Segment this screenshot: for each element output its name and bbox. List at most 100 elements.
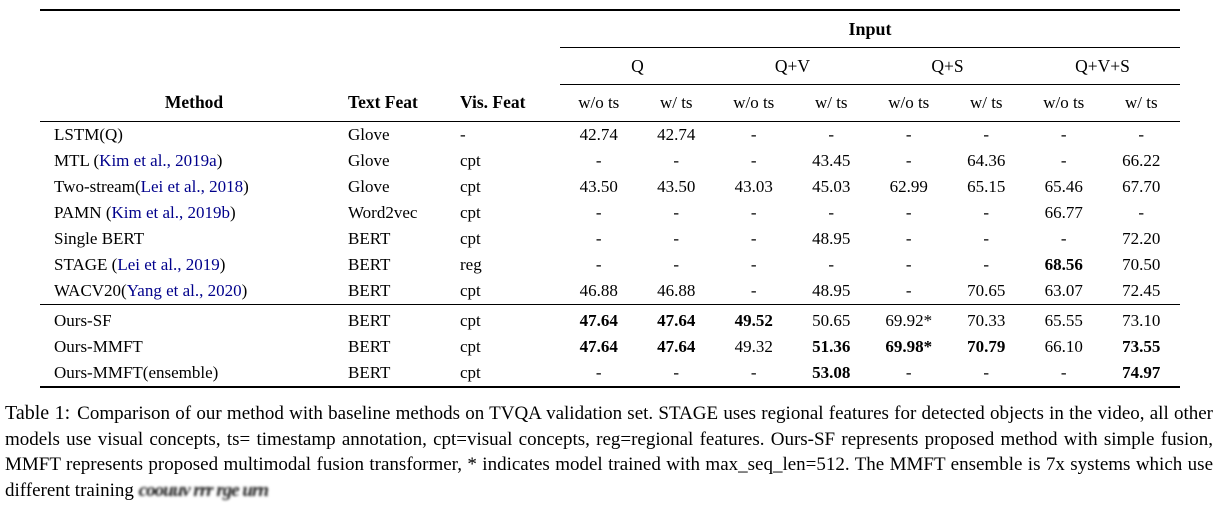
value-cell: 67.70 [1122, 177, 1161, 196]
method-cell: Ours-MMFT [54, 337, 143, 356]
caption-label: Table 1: [5, 402, 71, 424]
value-cell: - [673, 203, 680, 222]
value-cell: 51.36 [812, 337, 851, 356]
citation-link[interactable]: Kim et al., 2019a [99, 151, 217, 170]
value-cell: - [983, 203, 990, 222]
citation-link[interactable]: Kim et al., 2019b [111, 203, 230, 222]
value-cell: 72.20 [1122, 229, 1161, 248]
method-cell: Ours-MMFT(ensemble) [54, 363, 219, 382]
value-cell: - [983, 125, 990, 144]
vis-feat-cell: cpt [460, 337, 481, 356]
value-cell: 72.45 [1122, 281, 1161, 300]
value-cell: 73.10 [1102, 304, 1181, 334]
value-cell: 42.74 [657, 125, 696, 144]
value-cell: - [905, 255, 912, 274]
table-caption: Table 1: Comparison of our method with ba… [5, 401, 1213, 503]
citation-link[interactable]: Lei et al., 2018 [140, 177, 244, 196]
method-cell: MTL (Kim et al., 2019a) [54, 151, 223, 170]
column-sub-without-ts: w/o ts [560, 84, 638, 122]
value-cell: 65.55 [1025, 304, 1103, 334]
column-sub-with-ts: w/ ts [637, 84, 715, 122]
value-cell: 69.92* [870, 304, 948, 334]
table-row: WACV20(Yang et al., 2020) BERT cpt 46.88 46.… [40, 278, 1180, 305]
value-cell: - [595, 151, 602, 170]
vis-feat-cell: cpt [460, 229, 481, 248]
value-cell: - [983, 255, 990, 274]
value-cell: - [750, 229, 757, 248]
value-cell: 63.07 [1044, 281, 1083, 300]
method-cell: Two-stream(Lei et al., 2018) [54, 177, 249, 196]
value-cell: - [673, 363, 680, 382]
vis-feat-cell: cpt [460, 177, 481, 196]
value-cell: 49.52 [715, 304, 793, 334]
value-cell: - [828, 125, 835, 144]
column-header-method: Method [40, 84, 348, 122]
text-feat-cell: Glove [348, 177, 390, 196]
column-sub-with-ts: w/ ts [947, 84, 1025, 122]
value-cell: 47.64 [560, 304, 638, 334]
paper-page: Input Q Q+V Q+S Q+V+S Method Text Feat Vis.… [0, 9, 1218, 521]
value-cell: - [750, 281, 757, 300]
method-cell: Single BERT [54, 229, 145, 248]
table-row: PAMN (Kim et al., 2019b) Word2vec cpt - - - - -… [40, 200, 1180, 226]
value-cell: - [673, 229, 680, 248]
text-feat-cell: BERT [348, 281, 391, 300]
value-cell: - [983, 363, 990, 382]
value-cell: - [1060, 229, 1067, 248]
value-cell: 43.50 [579, 177, 618, 196]
value-cell: - [673, 255, 680, 274]
column-group-q-s: Q+S [870, 47, 1025, 85]
value-cell: 43.45 [812, 151, 851, 170]
value-cell: 53.08 [812, 363, 851, 382]
vis-feat-cell: - [460, 125, 466, 144]
value-cell: - [750, 203, 757, 222]
value-cell: 69.98* [885, 337, 933, 356]
value-cell: - [1138, 203, 1145, 222]
value-cell: 66.77 [1044, 203, 1083, 222]
method-cell: WACV20(Yang et al., 2020) [54, 281, 248, 300]
text-feat-cell: Glove [348, 151, 390, 170]
citation-link[interactable]: Lei et al., 2019 [117, 255, 220, 274]
value-cell: 50.65 [792, 304, 870, 334]
method-cell: STAGE (Lei et al., 2019) [54, 255, 226, 274]
column-header-text-feat: Text Feat [348, 84, 460, 122]
value-cell: - [1138, 125, 1145, 144]
results-table-wrap: Input Q Q+V Q+S Q+V+S Method Text Feat Vis.… [40, 9, 1181, 388]
value-cell: - [1060, 363, 1067, 382]
value-cell: - [828, 255, 835, 274]
vis-feat-cell: cpt [460, 151, 481, 170]
table-row: Ours-MMFT BERT cpt 47.64 47.64 49.32 51.36 69.9… [40, 334, 1180, 360]
text-feat-cell: BERT [348, 255, 391, 274]
value-cell: - [595, 229, 602, 248]
value-cell: 68.56 [1044, 255, 1083, 274]
value-cell: 48.95 [812, 281, 851, 300]
header-spacer [40, 48, 560, 85]
value-cell: 43.03 [734, 177, 773, 196]
value-cell: - [750, 125, 757, 144]
header-row-input: Input [40, 10, 1181, 48]
value-cell: 47.64 [637, 304, 715, 334]
column-group-q-v: Q+V [715, 47, 870, 85]
table-row: STAGE (Lei et al., 2019) BERT reg - - - - - - 68.… [40, 252, 1180, 278]
value-cell: 70.79 [967, 337, 1006, 356]
citation-link[interactable]: Yang et al., 2020 [126, 281, 242, 300]
column-sub-with-ts: w/ ts [1102, 84, 1181, 122]
value-cell: - [905, 151, 912, 170]
text-feat-cell: BERT [348, 337, 391, 356]
text-feat-cell: BERT [348, 229, 391, 248]
method-cell: LSTM(Q) [54, 125, 123, 144]
caption-text: Comparison of our method with baseline m… [5, 403, 1214, 501]
column-sub-with-ts: w/ ts [792, 84, 870, 122]
value-cell: 48.95 [812, 229, 851, 248]
value-cell: 73.55 [1122, 337, 1161, 356]
value-cell: 42.74 [579, 125, 618, 144]
table-row: Ours-SF BERT cpt 47.64 47.64 49.52 50.65 69.92*… [40, 304, 1181, 334]
value-cell: - [595, 203, 602, 222]
value-cell: 45.03 [812, 177, 851, 196]
value-cell: - [595, 255, 602, 274]
value-cell: - [1060, 151, 1067, 170]
table-row: Ours-MMFT(ensemble) BERT cpt - - - 53.08 - - - 74.… [40, 360, 1180, 387]
column-sub-without-ts: w/o ts [870, 84, 948, 122]
value-cell: 70.33 [947, 304, 1025, 334]
value-cell: 43.50 [657, 177, 696, 196]
